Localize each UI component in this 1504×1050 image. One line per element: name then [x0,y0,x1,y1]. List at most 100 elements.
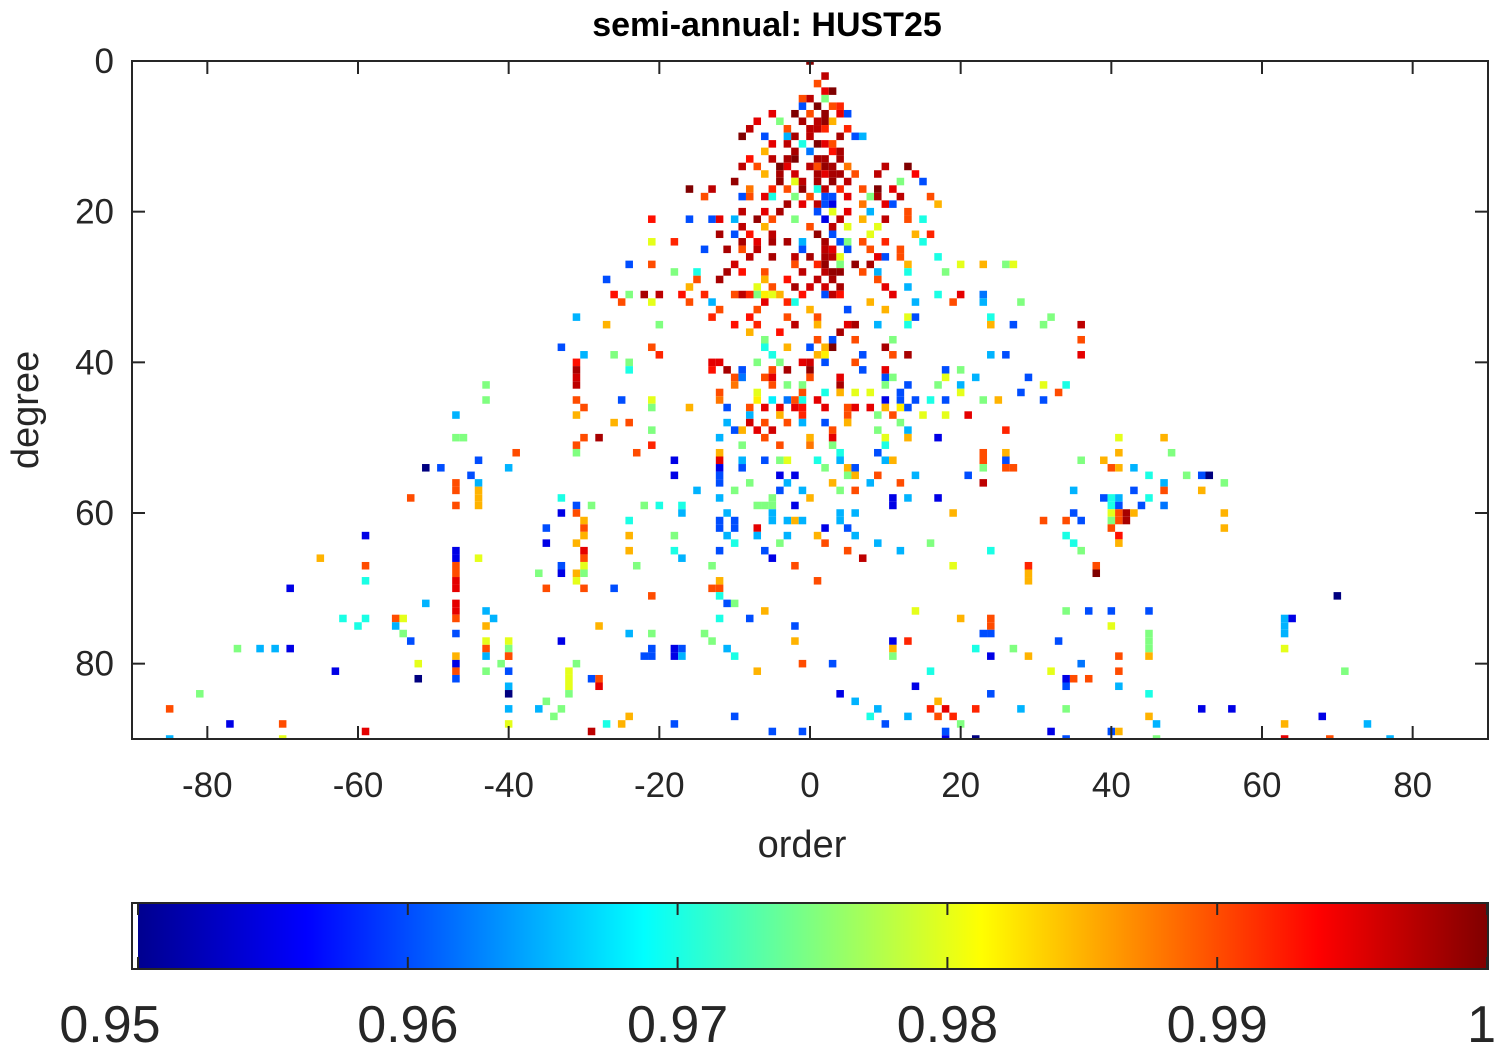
heatmap-cell [1115,539,1123,547]
heatmap-cell [798,177,807,186]
heatmap-cell [753,320,762,329]
heatmap-cell [821,524,829,532]
heatmap-cell [715,230,724,239]
heatmap-cell [730,712,739,721]
heatmap-cell [941,727,950,736]
heatmap-cell [1069,509,1078,517]
heatmap-cell [580,351,588,359]
chart-title: semi-annual: HUST25 [592,6,942,44]
heatmap-cell [1002,456,1010,465]
heatmap-cell [1024,373,1033,382]
heatmap-cell [557,637,566,645]
heatmap-cell [745,313,754,321]
x-tick-label: 60 [1243,766,1282,805]
heatmap-cell [881,253,890,261]
heatmap-cell [836,215,844,223]
heatmap-cell [1009,644,1018,653]
heatmap-cell [580,516,588,525]
heatmap-cell [881,441,890,449]
heatmap-cell [625,531,633,540]
x-tick-label: -60 [333,766,384,805]
heatmap-cell [806,441,814,449]
heatmap-cell [828,170,837,178]
heatmap-cell [715,358,724,367]
heatmap-cell [474,486,483,495]
heatmap-cell [565,667,573,675]
heatmap-cell [843,238,852,246]
heatmap-cell [414,674,423,683]
heatmap-cell [1002,426,1010,434]
heatmap-cell [745,411,754,419]
colorbar-tick-label: 0.99 [1167,996,1268,1050]
heatmap-cell [798,411,807,419]
heatmap-cell [783,479,792,487]
heatmap-cell [889,411,897,419]
heatmap-cell [1145,652,1153,660]
heatmap-cell [738,426,746,434]
heatmap-cell [813,177,822,186]
heatmap-cell [874,275,882,284]
heatmap-cell [828,147,837,156]
heatmap-cell [911,298,920,306]
heatmap-cell [738,290,746,299]
heatmap-cell [904,283,912,291]
heatmap-cell [768,727,777,736]
heatmap-cell [783,140,792,148]
heatmap-cell [791,177,799,186]
heatmap-cell [836,260,844,269]
heatmap-cell [904,381,912,389]
heatmap-cell [791,298,799,306]
heatmap-cell [572,396,581,404]
heatmap-cell [693,486,701,495]
heatmap-cell [821,215,829,223]
heatmap-cell [640,652,649,660]
heatmap-cell [798,358,807,367]
heatmap-cell [919,411,927,419]
heatmap-cell [715,388,724,397]
heatmap-cell [919,215,927,223]
heatmap-cell [745,403,754,412]
heatmap-cell [572,569,581,578]
heatmap-cell [1115,667,1123,675]
heatmap-cell [934,381,942,389]
heatmap-cell [934,712,942,721]
heatmap-cell [542,539,551,547]
heatmap-cell [504,720,513,728]
heatmap-cell [361,561,370,570]
heatmap-cell [1024,652,1033,660]
heatmap-cell [625,260,633,269]
heatmap-cell [956,614,965,623]
heatmap-cell [678,501,686,510]
heatmap-cell [1107,524,1116,532]
heatmap-cell [874,471,882,480]
heatmap-cell [625,418,633,427]
heatmap-cell [482,644,490,653]
heatmap-cell [489,614,498,623]
heatmap-cell [851,132,859,141]
heatmap-cell [452,659,460,668]
heatmap-cell [813,185,822,193]
heatmap-cell [226,720,234,728]
heatmap-cell [715,471,724,480]
heatmap-cell [836,155,844,163]
heatmap-cell [843,464,852,472]
heatmap-cell [1115,509,1123,517]
heatmap-cell [858,132,867,141]
heatmap-cell [678,554,686,562]
heatmap-cell [730,381,739,389]
heatmap-cell [361,614,370,623]
heatmap-cell [1107,501,1116,510]
heatmap-cell [956,720,965,728]
heatmap-cell [422,464,430,472]
heatmap-cell [452,501,460,510]
heatmap-cell [1054,388,1063,397]
heatmap-cell [874,705,882,713]
heatmap-cell [670,546,679,555]
heatmap-cell [452,607,460,615]
heatmap-cell [987,629,995,638]
heatmap-cell [768,238,777,246]
heatmap-cell [919,238,927,246]
heatmap-cell [904,433,912,442]
heatmap-cell [798,117,807,126]
x-tick-label: 80 [1393,766,1432,805]
